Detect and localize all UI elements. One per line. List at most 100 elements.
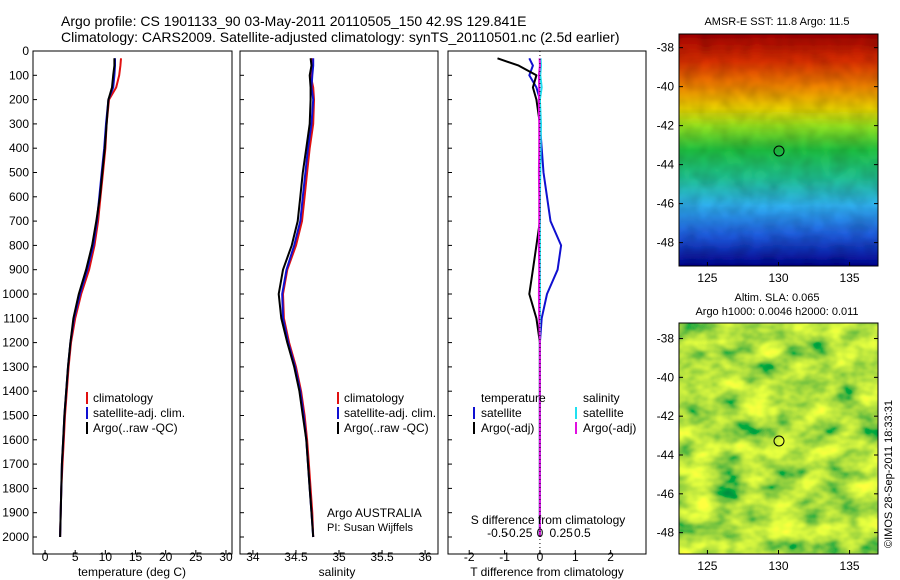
depth-tick-label: 2000 xyxy=(2,530,29,544)
s-diff-tick-label: 0 xyxy=(537,526,544,540)
legend-temp-satellite-label: satellite xyxy=(481,406,522,420)
sla-map-axes: -38 -40 -42 -44 -46 -48 125 130 135 xyxy=(657,332,878,573)
difference-top-label: S difference from climatology xyxy=(471,513,626,527)
depth-tick-label: 1400 xyxy=(2,384,29,398)
legend-climatology-label: climatology xyxy=(344,391,404,405)
salinity-note-pi: PI: Susan Wijffels xyxy=(327,522,413,534)
salinity-note-owner: Argo AUSTRALIA xyxy=(327,506,422,520)
sst-map-title: AMSR-E SST: 11.8 Argo: 11.5 xyxy=(704,16,849,28)
figure-title-line2: Climatology: CARS2009. Satellite-adjuste… xyxy=(61,29,619,45)
map-x-tick-label: 130 xyxy=(768,271,788,285)
x-tick-label: 0 xyxy=(42,550,49,564)
s-diff-tick-label: -0.5 xyxy=(487,526,508,540)
map-x-tick-label: 135 xyxy=(840,271,860,285)
salinity-xlabel: salinity xyxy=(319,565,356,579)
depth-tick-label: 1300 xyxy=(2,360,29,374)
x-tick-label: -1 xyxy=(499,550,510,564)
x-tick-label: 20 xyxy=(159,550,173,564)
depth-tick-label: 100 xyxy=(9,68,29,82)
x-tick-label: 36 xyxy=(418,550,432,564)
legend-salinity-header: salinity xyxy=(583,391,620,405)
x-tick-label: 10 xyxy=(99,550,113,564)
x-tick-label: 25 xyxy=(189,550,203,564)
difference-plot: -2 -1 0 1 2 -0.5-0.25 0 0.25 0.5 xyxy=(464,51,614,564)
sla-map-title2: Argo h1000: 0.0046 h2000: 0.011 xyxy=(695,306,858,318)
map-y-tick-label: -38 xyxy=(657,332,675,346)
depth-tick-label: 600 xyxy=(9,190,29,204)
legend-satellite-label: satellite-adj. clim. xyxy=(344,406,436,420)
map-x-tick-label: 130 xyxy=(768,559,788,573)
sst-map-field xyxy=(679,34,878,266)
temperature-xlabel: temperature (deg C) xyxy=(78,565,186,579)
sst-map xyxy=(679,34,878,266)
legend-satellite-label: satellite-adj. clim. xyxy=(93,406,185,420)
map-y-tick-label: -48 xyxy=(657,526,675,540)
map-y-tick-label: -48 xyxy=(657,236,675,250)
depth-tick-label: 1500 xyxy=(2,408,29,422)
series-line-temperature-satellite xyxy=(528,57,563,537)
depth-tick-label: 900 xyxy=(9,263,29,277)
series-line-temperature-argo-adj- xyxy=(497,57,541,537)
depth-tick-label: 1000 xyxy=(2,287,29,301)
sla-map-field xyxy=(679,323,878,554)
depth-tick-label: 1100 xyxy=(3,311,29,325)
map-y-tick-label: -46 xyxy=(657,197,675,211)
temperature-panel-frame xyxy=(32,50,233,555)
salinity-legend: climatology satellite-adj. clim. Argo(..… xyxy=(337,391,436,435)
difference-panel-frame xyxy=(447,50,647,555)
legend-climatology-label: climatology xyxy=(93,391,153,405)
map-y-tick-label: -38 xyxy=(657,41,675,55)
depth-tick-label: 1600 xyxy=(2,433,29,447)
depth-tick-label: 700 xyxy=(9,214,29,228)
temperature-plot: 0 5 10 15 20 25 30 xyxy=(42,58,233,564)
depth-tick-label: 1900 xyxy=(2,506,29,520)
map-y-tick-label: -42 xyxy=(657,119,675,133)
salinity-plot: 34 34.5 35 35.5 36 xyxy=(246,58,432,564)
figure-title-line1: Argo profile: CS 1901133_90 03-May-2011 … xyxy=(61,13,526,29)
depth-tick-label: 0 xyxy=(22,44,29,58)
difference-legend: temperature salinity satellite Argo(-adj… xyxy=(473,391,636,435)
sla-argo-marker xyxy=(773,435,785,447)
legend-argo-label: Argo(..raw -QC) xyxy=(93,421,178,435)
s-diff-tick-label: 0.25 xyxy=(549,526,573,540)
map-y-tick-label: -42 xyxy=(657,409,675,423)
map-y-tick-label: -40 xyxy=(657,370,675,384)
map-y-tick-label: -46 xyxy=(657,487,675,501)
salinity-panel-frame xyxy=(239,50,439,555)
x-tick-label: -2 xyxy=(464,550,475,564)
depth-tick-label: 200 xyxy=(9,93,29,107)
depth-axis: 0 100 200 300 400 500 600 700 800 900 1000 1100 1200… xyxy=(2,44,452,544)
x-tick-label: 34.5 xyxy=(284,550,308,564)
map-y-tick-label: -44 xyxy=(657,448,675,462)
s-diff-tick-label: -0.25 xyxy=(505,526,533,540)
x-tick-label: 1 xyxy=(572,550,579,564)
legend-argo-label: Argo(..raw -QC) xyxy=(344,421,429,435)
series-line-climatology xyxy=(59,58,122,538)
sla-map xyxy=(679,323,878,554)
imos-credit: ©IMOS 28-Sep-2011 18:33:31 xyxy=(883,400,895,548)
map-x-tick-label: 135 xyxy=(840,559,860,573)
difference-xlabel: T difference from climatology xyxy=(470,565,624,579)
x-tick-label: 5 xyxy=(72,550,79,564)
legend-sal-satellite-label: satellite xyxy=(583,406,624,420)
sla-map-title1: Altim. SLA: 0.065 xyxy=(735,292,820,304)
depth-tick-label: 800 xyxy=(9,238,29,252)
series-line-argo-raw-qc- xyxy=(59,58,116,538)
temperature-legend: climatology satellite-adj. clim. Argo(..… xyxy=(86,391,185,435)
s-diff-tick-label: 0.5 xyxy=(574,526,591,540)
map-y-tick-label: -40 xyxy=(657,80,675,94)
sst-argo-marker xyxy=(773,145,785,157)
x-tick-label: 2 xyxy=(607,550,614,564)
depth-tick-label: 500 xyxy=(9,165,29,179)
x-tick-label: 34 xyxy=(246,550,260,564)
legend-sal-argo-label: Argo(-adj) xyxy=(583,421,636,435)
depth-tick-label: 400 xyxy=(9,141,29,155)
x-tick-label: 15 xyxy=(129,550,143,564)
legend-temperature-header: temperature xyxy=(481,391,546,405)
x-tick-label: 35.5 xyxy=(370,550,394,564)
depth-tick-label: 1200 xyxy=(2,336,29,350)
depth-tick-label: 1700 xyxy=(2,457,29,471)
map-x-tick-label: 125 xyxy=(697,271,717,285)
depth-tick-label: 1800 xyxy=(2,481,29,495)
